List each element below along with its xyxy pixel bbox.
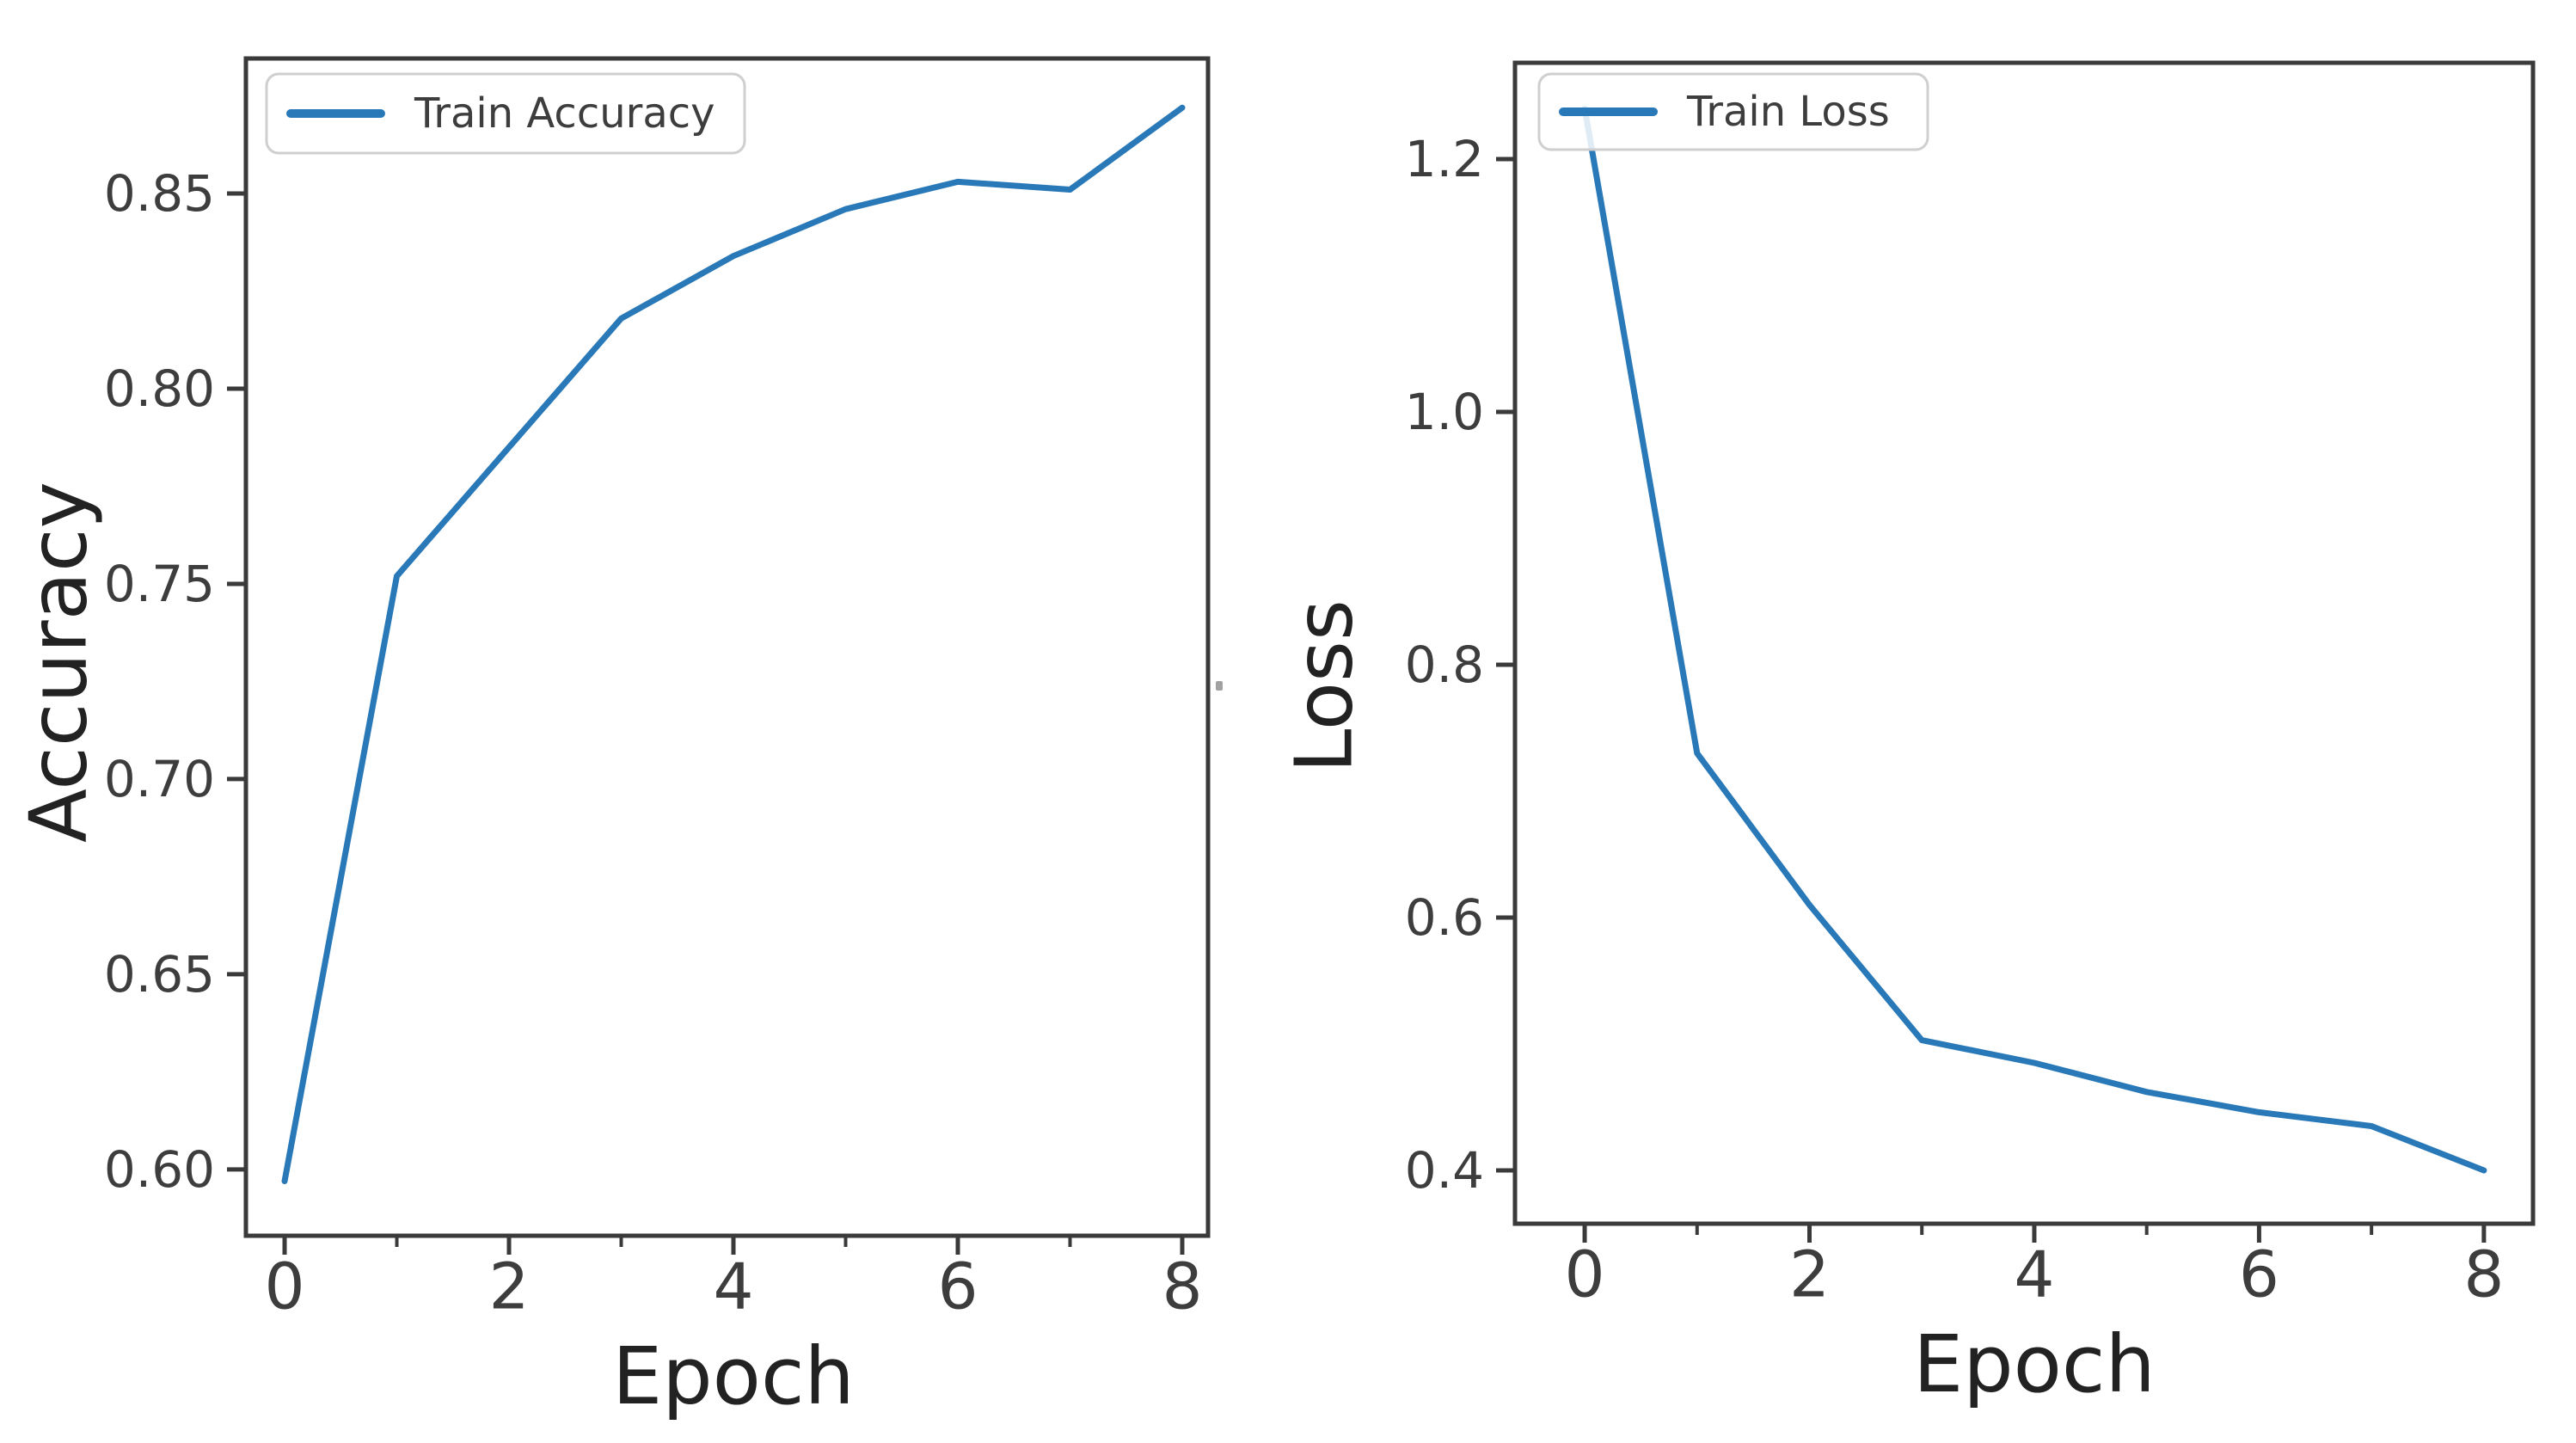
train-loss-plot-border xyxy=(1512,60,2536,1226)
x-tick-label: 0 xyxy=(264,1250,304,1323)
y-tick-label: 0.6 xyxy=(1405,888,1484,947)
train-accuracy-chart: 0.60 0.65 0.70 0.75 0.80 0.85 0 2 4 6 8 Epoch Accura… xyxy=(13,56,1211,1422)
image-artifact-dot xyxy=(1216,681,1223,691)
x-tick-label: 2 xyxy=(488,1250,529,1323)
x-tick-label: 6 xyxy=(937,1250,978,1323)
y-tick-label: 0.65 xyxy=(104,945,215,1004)
train-accuracy-plot-border xyxy=(243,56,1211,1238)
y-tick-label: 1.0 xyxy=(1405,383,1484,441)
y-tick-label: 0.75 xyxy=(104,555,215,613)
x-tick-label: 6 xyxy=(2239,1237,2279,1311)
y-tick-label: 1.2 xyxy=(1405,130,1484,188)
y-tick-label: 0.60 xyxy=(104,1140,215,1199)
x-tick-label: 4 xyxy=(713,1250,753,1323)
train-accuracy-series-line xyxy=(281,104,1186,1184)
train-accuracy-legend-box xyxy=(265,72,746,155)
train-loss-legend-box xyxy=(1537,72,1929,151)
train-accuracy-y-axis-label: Accuracy xyxy=(13,482,105,843)
train-accuracy-legend-label: Train Accuracy xyxy=(414,89,715,138)
train-loss-series-line xyxy=(1581,105,2487,1174)
y-tick-label: 0.70 xyxy=(104,750,215,808)
x-tick-label: 8 xyxy=(1162,1250,1202,1323)
x-tick-label: 8 xyxy=(2463,1237,2504,1311)
y-tick-label: 0.4 xyxy=(1405,1141,1484,1200)
train-loss-legend-label: Train Loss xyxy=(1686,88,1890,136)
train-loss-x-axis-label: Epoch xyxy=(1913,1318,2156,1410)
x-tick-label: 4 xyxy=(2014,1237,2054,1311)
y-tick-label: 0.8 xyxy=(1405,636,1484,694)
train-loss-y-axis-label: Loss xyxy=(1279,599,1371,773)
train-loss-chart: 0.4 0.6 0.8 1.0 1.2 0 2 4 6 8 Epoch Loss Train Loss xyxy=(1279,60,2536,1410)
train-accuracy-x-axis-label: Epoch xyxy=(612,1330,855,1422)
x-tick-label: 2 xyxy=(1789,1237,1830,1311)
x-tick-label: 0 xyxy=(1565,1237,1605,1311)
y-tick-label: 0.80 xyxy=(104,359,215,418)
y-tick-label: 0.85 xyxy=(104,164,215,223)
